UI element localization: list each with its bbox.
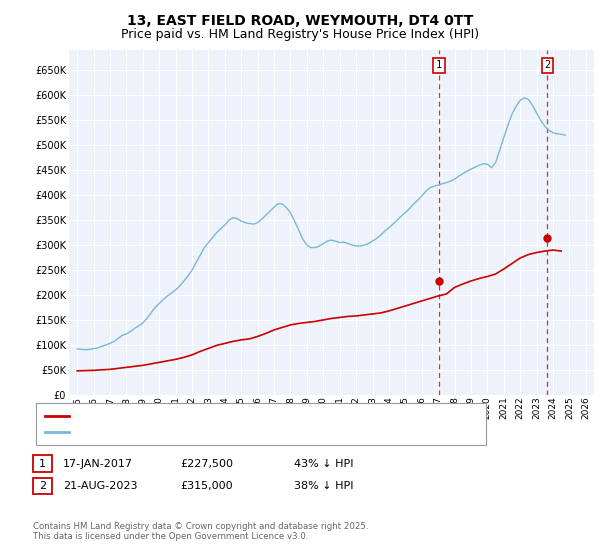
Text: 13, EAST FIELD ROAD, WEYMOUTH, DT4 0TT (detached house): 13, EAST FIELD ROAD, WEYMOUTH, DT4 0TT (… bbox=[74, 410, 399, 421]
Text: £315,000: £315,000 bbox=[180, 481, 233, 491]
Text: 43% ↓ HPI: 43% ↓ HPI bbox=[294, 459, 353, 469]
Text: 13, EAST FIELD ROAD, WEYMOUTH, DT4 0TT: 13, EAST FIELD ROAD, WEYMOUTH, DT4 0TT bbox=[127, 14, 473, 28]
Text: HPI: Average price, detached house, Dorset: HPI: Average price, detached house, Dors… bbox=[74, 427, 301, 437]
Text: 21-AUG-2023: 21-AUG-2023 bbox=[63, 481, 137, 491]
Text: 17-JAN-2017: 17-JAN-2017 bbox=[63, 459, 133, 469]
Text: 1: 1 bbox=[436, 60, 442, 71]
Text: 2: 2 bbox=[544, 60, 550, 71]
Text: 38% ↓ HPI: 38% ↓ HPI bbox=[294, 481, 353, 491]
Text: 1: 1 bbox=[39, 459, 46, 469]
Text: Price paid vs. HM Land Registry's House Price Index (HPI): Price paid vs. HM Land Registry's House … bbox=[121, 28, 479, 41]
Text: Contains HM Land Registry data © Crown copyright and database right 2025.
This d: Contains HM Land Registry data © Crown c… bbox=[33, 522, 368, 542]
Text: £227,500: £227,500 bbox=[180, 459, 233, 469]
Text: 2: 2 bbox=[39, 481, 46, 491]
